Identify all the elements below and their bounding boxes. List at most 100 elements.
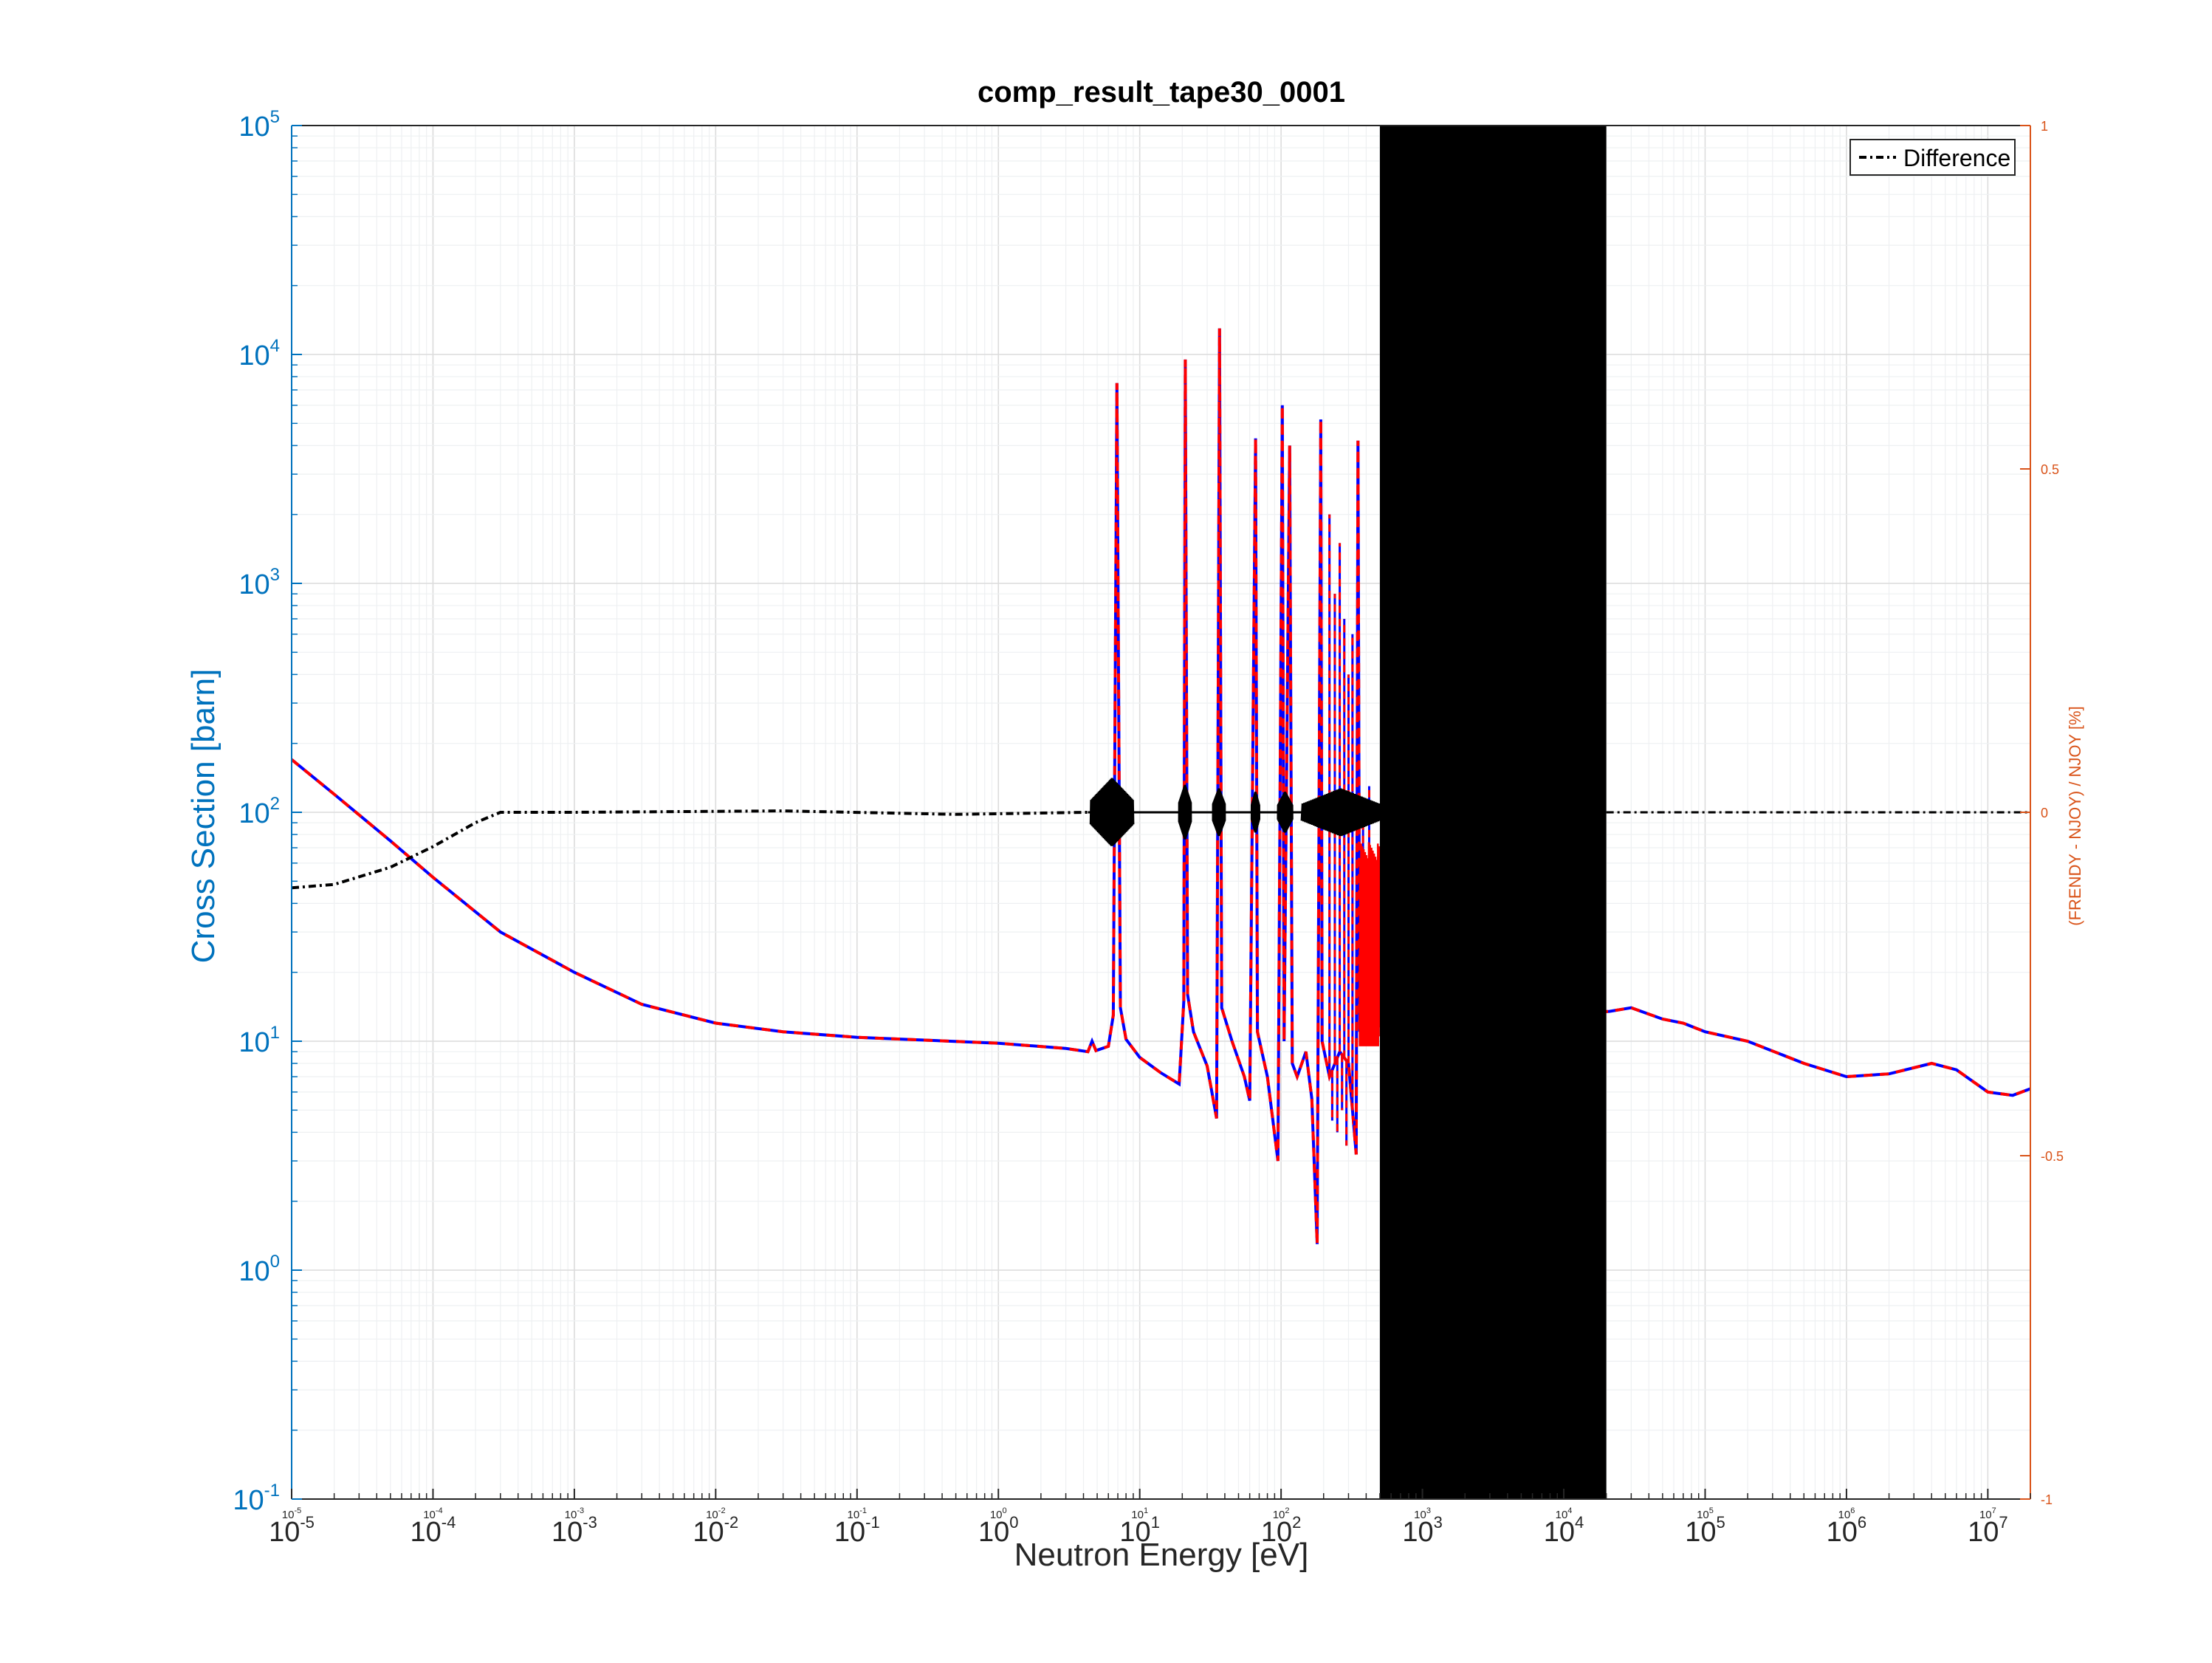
x-tick-small-base: 10 <box>1273 1509 1285 1521</box>
x-tick-base: 10 <box>1827 1517 1858 1548</box>
y-left-tick-label: 105 <box>238 107 280 143</box>
x-tick-small-label: 107 <box>1979 1506 1996 1521</box>
x-tick-label: 104 <box>1544 1513 1584 1548</box>
x-tick-base: 10 <box>1685 1517 1716 1548</box>
y-left-tick-base: 10 <box>238 112 269 143</box>
x-tick-label: 10-4 <box>411 1513 456 1548</box>
x-tick-small-label: 100 <box>990 1506 1007 1521</box>
x-tick-small-label: 10-4 <box>423 1506 442 1521</box>
y-right-tick-label: 0.5 <box>2041 462 2059 477</box>
x-tick-small-base: 10 <box>565 1509 577 1521</box>
x-tick-exponent: -4 <box>442 1513 456 1532</box>
y-right-tick-label: 1 <box>2041 119 2048 134</box>
x-tick-base: 10 <box>411 1517 442 1548</box>
difference-oscillation <box>1212 788 1226 837</box>
difference-oscillation <box>1300 788 1381 837</box>
y-axis-label-right: (FRENDY - NJOY) / NJOY [%] <box>2066 706 2084 925</box>
y-left-tick-base: 10 <box>238 1027 269 1058</box>
x-tick-small-exponent: 3 <box>1426 1506 1431 1515</box>
x-tick-small-exponent: 4 <box>1567 1506 1572 1515</box>
x-axis-label: Neutron Energy [eV] <box>1014 1537 1309 1573</box>
x-tick-exponent: 7 <box>1999 1513 2007 1532</box>
x-tick-label: 10-5 <box>269 1513 315 1548</box>
difference-oscillation <box>1250 792 1260 833</box>
y-right-tick-label: -1 <box>2041 1492 2053 1507</box>
njoy-dense-resonances <box>1359 842 1381 1046</box>
x-tick-base: 10 <box>269 1517 300 1548</box>
x-tick-exponent: 0 <box>1009 1513 1018 1532</box>
x-tick-small-exponent: -2 <box>718 1506 726 1515</box>
y-left-tick-label: 101 <box>238 1023 280 1058</box>
x-tick-small-label: 10-5 <box>282 1506 301 1521</box>
data-layer <box>290 126 2031 1499</box>
x-tick-small-base: 10 <box>990 1509 1003 1521</box>
x-tick-small-label: 10-1 <box>848 1506 867 1521</box>
x-tick-small-exponent: 1 <box>1144 1506 1148 1515</box>
x-tick-small-label: 101 <box>1131 1506 1148 1521</box>
x-tick-small-base: 10 <box>423 1509 436 1521</box>
y-left-tick-exponent: 3 <box>270 565 280 585</box>
x-tick-label: 10-2 <box>693 1513 738 1548</box>
y-left-tick-exponent: 0 <box>270 1252 280 1272</box>
difference-oscillation <box>1178 784 1192 840</box>
x-tick-base: 10 <box>834 1517 865 1548</box>
y-left-tick-base: 10 <box>238 340 269 371</box>
x-tick-exponent: 6 <box>1858 1513 1866 1532</box>
x-tick-exponent: -1 <box>865 1513 880 1532</box>
x-tick-exponent: -3 <box>583 1513 597 1532</box>
difference-oscillation <box>1089 778 1135 846</box>
x-tick-exponent: 3 <box>1434 1513 1443 1532</box>
x-tick-small-exponent: -4 <box>436 1506 443 1515</box>
x-tick-exponent: 4 <box>1575 1513 1584 1532</box>
x-tick-small-label: 105 <box>1697 1506 1714 1521</box>
njoy-cross-section-line <box>290 328 2031 1244</box>
y-left-tick-base: 10 <box>233 1485 264 1516</box>
x-tick-label: 103 <box>1402 1513 1443 1548</box>
x-tick-small-exponent: 2 <box>1285 1506 1289 1515</box>
x-tick-small-label: 104 <box>1556 1506 1573 1521</box>
x-tick-small-label: 106 <box>1838 1506 1855 1521</box>
chart-title: comp_result_tape30_0001 <box>978 76 1345 109</box>
x-tick-base: 10 <box>693 1517 724 1548</box>
y-left-tick-exponent: 1 <box>270 1023 280 1043</box>
x-tick-exponent: -2 <box>724 1513 739 1532</box>
x-tick-label: 100 <box>978 1513 1019 1548</box>
x-tick-small-label: 102 <box>1273 1506 1290 1521</box>
x-tick-label: 106 <box>1827 1513 1867 1548</box>
x-tick-small-exponent: -5 <box>294 1506 301 1515</box>
y-left-tick-exponent: 4 <box>270 336 280 356</box>
x-tick-small-label: 10-2 <box>706 1506 725 1521</box>
x-tick-label: 102 <box>1261 1513 1302 1548</box>
x-tick-small-label: 10-3 <box>565 1506 584 1521</box>
x-tick-label: 105 <box>1685 1513 1725 1548</box>
x-tick-small-base: 10 <box>1697 1509 1709 1521</box>
x-tick-exponent: -5 <box>300 1513 315 1532</box>
x-tick-small-exponent: 6 <box>1850 1506 1855 1515</box>
y-left-tick-base: 10 <box>238 569 269 600</box>
y-axis-label-left: Cross Section [barn] <box>185 669 221 964</box>
x-tick-base: 10 <box>1402 1517 1433 1548</box>
x-tick-exponent: 2 <box>1292 1513 1301 1532</box>
x-tick-base: 10 <box>552 1517 583 1548</box>
x-tick-small-base: 10 <box>848 1509 860 1521</box>
difference-line <box>291 809 1088 890</box>
x-tick-small-base: 10 <box>1838 1509 1851 1521</box>
difference-oscillation <box>1277 792 1294 833</box>
x-tick-label: 10-1 <box>834 1513 880 1548</box>
y-left-tick-label: 103 <box>238 565 280 600</box>
x-tick-small-exponent: 0 <box>1003 1506 1007 1515</box>
y-left-tick-label: 102 <box>238 794 280 829</box>
legend-difference-label: Difference <box>1903 145 2010 171</box>
x-tick-base: 10 <box>978 1517 1009 1548</box>
x-tick-base: 10 <box>1119 1517 1150 1548</box>
x-tick-small-exponent: -1 <box>859 1506 867 1515</box>
x-tick-small-base: 10 <box>282 1509 295 1521</box>
x-tick-small-base: 10 <box>1414 1509 1426 1521</box>
y-left-tick-exponent: -1 <box>264 1481 280 1501</box>
x-tick-base: 10 <box>1544 1517 1575 1548</box>
x-tick-small-label: 103 <box>1414 1506 1431 1521</box>
dense-difference-band <box>1379 126 1607 1499</box>
x-tick-base: 10 <box>1968 1517 1999 1548</box>
